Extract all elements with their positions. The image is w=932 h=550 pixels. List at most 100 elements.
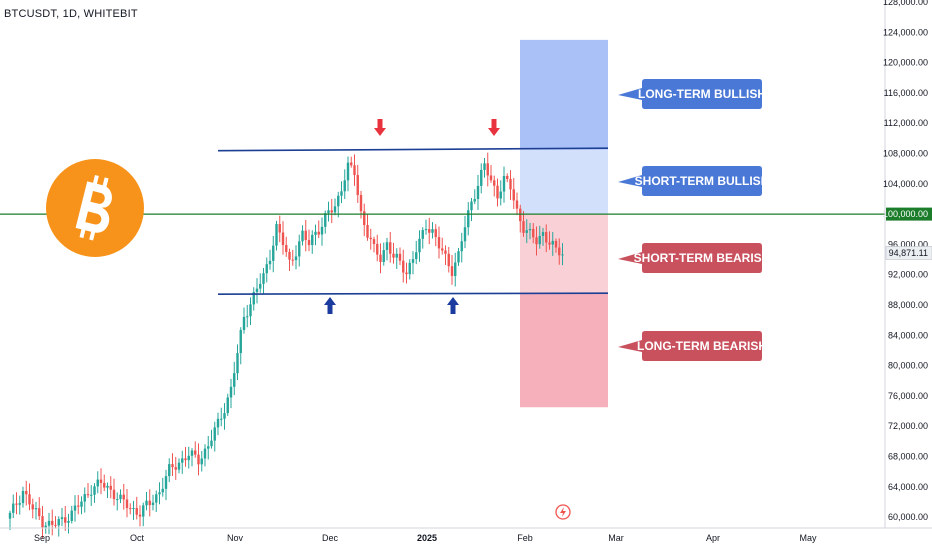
candle[interactable] bbox=[220, 407, 223, 427]
candle[interactable] bbox=[151, 494, 155, 511]
candle[interactable] bbox=[343, 169, 346, 200]
down-arrow-icon[interactable] bbox=[488, 119, 500, 136]
candle[interactable] bbox=[177, 458, 181, 474]
callout-short-bear[interactable]: SHORT-TERM BEARISH bbox=[618, 243, 770, 273]
candle[interactable] bbox=[226, 393, 229, 416]
candle[interactable] bbox=[327, 201, 330, 222]
candle[interactable] bbox=[106, 482, 109, 499]
candle[interactable] bbox=[116, 492, 119, 511]
candle[interactable] bbox=[447, 246, 450, 273]
channel-support-line[interactable] bbox=[217, 292, 609, 295]
candle[interactable] bbox=[525, 219, 528, 244]
candle[interactable] bbox=[54, 516, 57, 529]
candle[interactable] bbox=[77, 494, 80, 515]
candle[interactable] bbox=[314, 224, 317, 246]
candle[interactable] bbox=[353, 154, 356, 186]
candle[interactable] bbox=[38, 497, 41, 521]
candle[interactable] bbox=[129, 503, 132, 515]
lightning-event-icon[interactable] bbox=[555, 504, 571, 520]
candle[interactable] bbox=[99, 468, 103, 495]
candle[interactable] bbox=[340, 181, 343, 204]
candle[interactable] bbox=[12, 494, 15, 519]
up-arrow-icon[interactable] bbox=[324, 297, 336, 314]
candle[interactable] bbox=[356, 164, 359, 203]
candle[interactable] bbox=[187, 446, 190, 469]
candle[interactable] bbox=[457, 248, 460, 266]
candle[interactable] bbox=[70, 505, 73, 524]
candle[interactable] bbox=[333, 198, 337, 216]
candle[interactable] bbox=[83, 487, 86, 513]
candle[interactable] bbox=[369, 228, 372, 250]
candle[interactable] bbox=[431, 222, 434, 239]
candle[interactable] bbox=[174, 456, 177, 480]
candle[interactable] bbox=[415, 240, 418, 265]
candle[interactable] bbox=[28, 483, 31, 511]
candle[interactable] bbox=[411, 251, 415, 275]
candle[interactable] bbox=[122, 484, 125, 510]
candle[interactable] bbox=[171, 453, 174, 477]
candle[interactable] bbox=[148, 489, 151, 517]
candle[interactable] bbox=[21, 486, 25, 508]
candle[interactable] bbox=[395, 248, 398, 269]
down-arrow-icon[interactable] bbox=[374, 119, 386, 136]
candle[interactable] bbox=[376, 234, 379, 262]
candle[interactable] bbox=[379, 243, 382, 274]
candle[interactable] bbox=[125, 489, 129, 518]
candle[interactable] bbox=[496, 178, 499, 207]
candle[interactable] bbox=[246, 305, 249, 328]
candle[interactable] bbox=[382, 242, 385, 266]
candle[interactable] bbox=[317, 220, 320, 239]
candle[interactable] bbox=[301, 225, 304, 246]
candle[interactable] bbox=[428, 217, 431, 245]
candle[interactable] bbox=[73, 495, 77, 522]
candle[interactable] bbox=[291, 249, 294, 266]
callout-long-bear[interactable]: LONG-TERM BEARISH bbox=[618, 331, 767, 361]
candle[interactable] bbox=[181, 450, 184, 474]
candle[interactable] bbox=[372, 236, 376, 253]
callout-short-bull[interactable]: SHORT-TERM BULLISH bbox=[618, 166, 769, 196]
candle[interactable] bbox=[366, 213, 369, 241]
candle[interactable] bbox=[47, 512, 51, 535]
candle[interactable] bbox=[25, 480, 28, 506]
candle[interactable] bbox=[259, 273, 262, 293]
candle[interactable] bbox=[418, 230, 421, 262]
candle[interactable] bbox=[262, 268, 265, 294]
candle[interactable] bbox=[229, 378, 233, 409]
candle[interactable] bbox=[363, 203, 366, 237]
candle[interactable] bbox=[135, 496, 138, 520]
candle[interactable] bbox=[233, 361, 236, 396]
long-term-bearish-zone[interactable] bbox=[520, 293, 608, 408]
candle[interactable] bbox=[515, 192, 519, 216]
candle[interactable] bbox=[203, 444, 207, 467]
candle[interactable] bbox=[535, 226, 538, 256]
candle[interactable] bbox=[239, 327, 242, 365]
candle[interactable] bbox=[558, 238, 561, 265]
callout-long-bull[interactable]: LONG-TERM BULLISH bbox=[618, 79, 766, 109]
candle[interactable] bbox=[512, 178, 515, 210]
candle[interactable] bbox=[112, 478, 116, 506]
candle[interactable] bbox=[64, 506, 67, 531]
candle[interactable] bbox=[285, 236, 288, 257]
candle[interactable] bbox=[506, 173, 509, 183]
candle[interactable] bbox=[242, 307, 246, 334]
candle[interactable] bbox=[337, 191, 340, 218]
candle[interactable] bbox=[109, 476, 112, 499]
candle[interactable] bbox=[519, 204, 522, 233]
candle[interactable] bbox=[389, 231, 392, 263]
candle[interactable] bbox=[272, 235, 275, 273]
candle[interactable] bbox=[502, 166, 506, 203]
candle[interactable] bbox=[545, 224, 548, 253]
candle[interactable] bbox=[80, 496, 83, 515]
candle[interactable] bbox=[41, 506, 44, 539]
time-scale[interactable]: Sep Oct Nov Dec 2025 Feb Mar Apr May bbox=[34, 533, 817, 543]
candle[interactable] bbox=[142, 502, 145, 527]
candle[interactable] bbox=[161, 477, 164, 497]
candle[interactable] bbox=[103, 474, 106, 491]
candle[interactable] bbox=[216, 412, 220, 436]
candle[interactable] bbox=[252, 287, 255, 311]
candle[interactable] bbox=[194, 441, 197, 458]
candle[interactable] bbox=[31, 498, 34, 519]
candle[interactable] bbox=[489, 165, 493, 183]
candle[interactable] bbox=[249, 297, 252, 326]
candle[interactable] bbox=[281, 221, 285, 255]
